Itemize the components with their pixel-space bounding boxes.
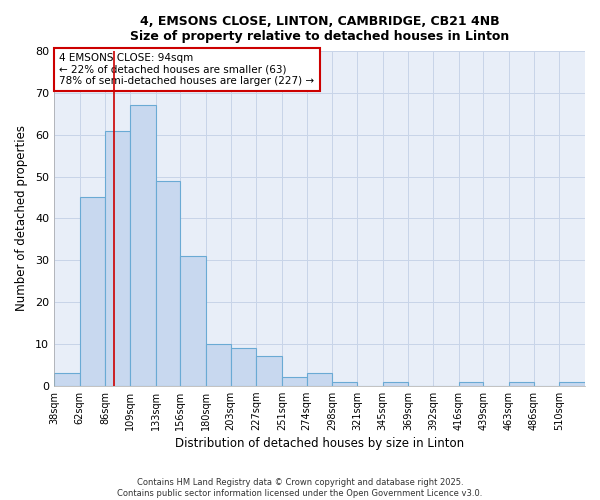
Text: Contains HM Land Registry data © Crown copyright and database right 2025.
Contai: Contains HM Land Registry data © Crown c… bbox=[118, 478, 482, 498]
Bar bbox=[256, 356, 282, 386]
Bar bbox=[180, 256, 206, 386]
Bar bbox=[155, 181, 180, 386]
Bar bbox=[80, 198, 106, 386]
Text: 4 EMSONS CLOSE: 94sqm
← 22% of detached houses are smaller (63)
78% of semi-deta: 4 EMSONS CLOSE: 94sqm ← 22% of detached … bbox=[59, 53, 314, 86]
Bar bbox=[458, 382, 483, 386]
Bar bbox=[206, 344, 230, 386]
Y-axis label: Number of detached properties: Number of detached properties bbox=[15, 126, 28, 312]
Bar bbox=[509, 382, 533, 386]
Bar bbox=[307, 373, 332, 386]
Bar bbox=[54, 373, 80, 386]
Bar bbox=[230, 348, 256, 386]
Bar bbox=[559, 382, 585, 386]
Bar bbox=[383, 382, 409, 386]
Bar bbox=[332, 382, 357, 386]
Bar bbox=[130, 106, 155, 386]
Bar bbox=[106, 130, 130, 386]
Title: 4, EMSONS CLOSE, LINTON, CAMBRIDGE, CB21 4NB
Size of property relative to detach: 4, EMSONS CLOSE, LINTON, CAMBRIDGE, CB21… bbox=[130, 15, 509, 43]
X-axis label: Distribution of detached houses by size in Linton: Distribution of detached houses by size … bbox=[175, 437, 464, 450]
Bar bbox=[282, 378, 307, 386]
